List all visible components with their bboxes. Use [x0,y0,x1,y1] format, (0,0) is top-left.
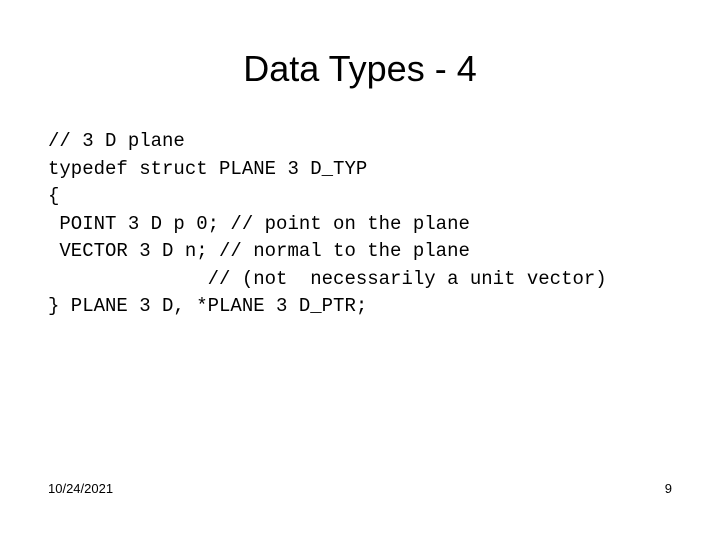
code-line: // 3 D plane [48,130,185,152]
slide: Data Types - 4 // 3 D plane typedef stru… [0,0,720,540]
code-line: VECTOR 3 D n; // normal to the plane [48,240,470,262]
code-line: { [48,185,59,207]
slide-title: Data Types - 4 [0,0,720,128]
footer-date: 10/24/2021 [48,481,113,496]
code-block: // 3 D plane typedef struct PLANE 3 D_TY… [0,128,720,321]
code-line: POINT 3 D p 0; // point on the plane [48,213,470,235]
code-line: typedef struct PLANE 3 D_TYP [48,158,367,180]
footer-page-number: 9 [665,481,672,496]
code-line: // (not necessarily a unit vector) [48,268,607,290]
code-line: } PLANE 3 D, *PLANE 3 D_PTR; [48,295,367,317]
